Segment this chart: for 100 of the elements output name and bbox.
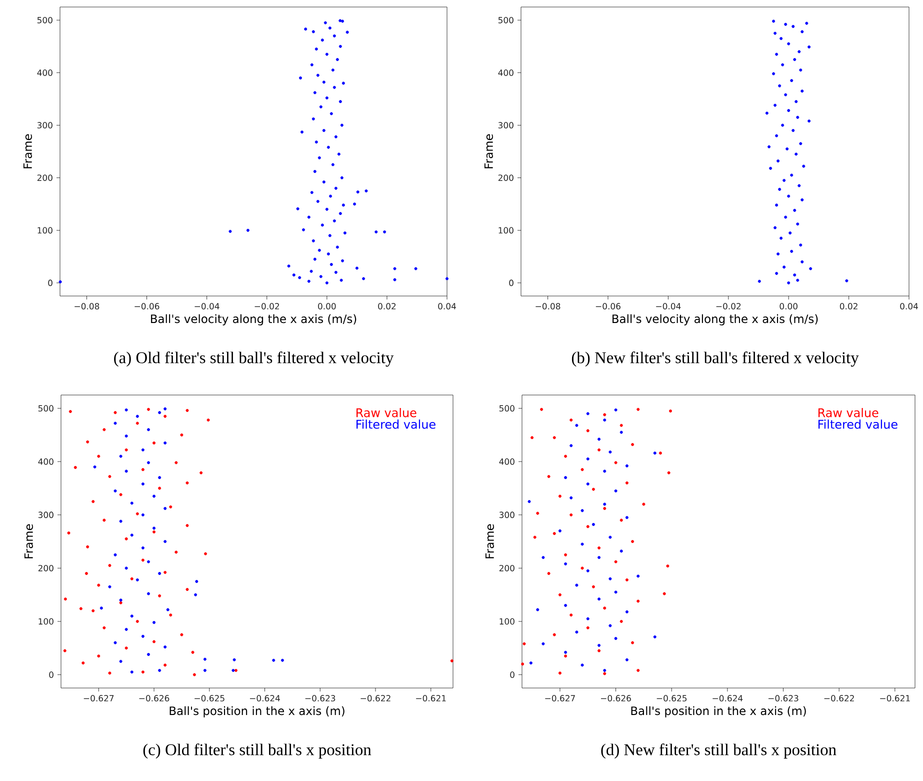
point	[608, 536, 612, 539]
x-tick-label: −0.623	[305, 695, 336, 702]
point	[158, 572, 162, 575]
x-tick-label: −0.04	[656, 303, 681, 310]
point	[158, 486, 162, 490]
point	[130, 534, 134, 537]
point	[141, 468, 144, 472]
point	[552, 436, 556, 440]
point	[636, 574, 640, 578]
point	[774, 104, 777, 107]
point	[102, 428, 106, 432]
point	[620, 424, 623, 427]
point	[529, 661, 532, 664]
point	[158, 411, 162, 414]
point	[614, 590, 618, 594]
x-axis-title: Ball's velocity along the x axis (m/s)	[151, 314, 356, 326]
point	[124, 408, 128, 412]
x-tick-label: −0.627	[84, 695, 114, 702]
point	[586, 482, 590, 486]
point	[608, 577, 612, 580]
point	[614, 636, 618, 640]
point	[119, 598, 122, 602]
point	[146, 408, 150, 411]
point	[625, 481, 628, 484]
x-tick-label: −0.06	[134, 303, 160, 310]
point	[790, 174, 794, 177]
point	[186, 524, 189, 528]
x-tick-label: 0.00	[780, 303, 798, 310]
point	[772, 20, 776, 23]
y-tick-label: 200	[498, 174, 514, 181]
point	[805, 22, 808, 25]
point	[586, 626, 590, 630]
point	[636, 408, 640, 411]
x-tick-label: −0.626	[601, 695, 631, 702]
point	[575, 424, 578, 427]
point	[620, 550, 623, 553]
point	[64, 598, 67, 601]
point	[136, 620, 139, 623]
point	[570, 513, 573, 516]
point	[158, 668, 162, 672]
y-tick-label: 200	[37, 174, 52, 181]
point	[580, 542, 584, 546]
point	[620, 518, 623, 522]
point	[564, 476, 568, 480]
point	[614, 408, 618, 412]
point	[164, 407, 167, 410]
point	[598, 649, 601, 652]
point	[536, 512, 540, 515]
y-tick-label: 100	[38, 227, 52, 234]
point	[86, 545, 90, 548]
point	[667, 471, 670, 474]
point	[552, 532, 556, 536]
point	[586, 457, 590, 460]
point	[802, 164, 806, 168]
point	[558, 529, 562, 532]
point	[169, 505, 172, 508]
point	[114, 553, 117, 556]
point	[108, 475, 112, 478]
point	[790, 79, 794, 82]
point	[114, 422, 117, 425]
x-tick-label: −0.624	[250, 695, 280, 702]
point	[547, 572, 550, 575]
point	[186, 588, 189, 591]
y-axis-title: Frame	[23, 134, 32, 168]
y-tick-label: 100	[38, 618, 54, 625]
point	[114, 411, 117, 414]
y-tick-label: 0	[509, 280, 514, 286]
point	[780, 37, 783, 40]
point	[575, 630, 578, 634]
point	[614, 560, 618, 564]
point	[146, 560, 150, 564]
point	[564, 604, 568, 607]
point	[631, 443, 634, 446]
point	[542, 556, 545, 559]
point	[598, 438, 601, 441]
x-tick-label: −0.02	[254, 303, 279, 310]
text: (d) New filter's still ball's x position	[601, 744, 836, 759]
point	[776, 252, 780, 256]
point	[631, 540, 634, 544]
point	[124, 470, 128, 473]
point	[580, 664, 584, 667]
point	[800, 30, 804, 34]
point	[84, 572, 88, 575]
point	[130, 577, 134, 580]
point	[124, 646, 128, 650]
x-axis-title: Ball's position in the x axis (m)	[631, 706, 806, 718]
x-tick-label: 0.04	[900, 303, 918, 310]
point	[793, 208, 796, 212]
point	[186, 481, 189, 484]
point	[191, 650, 194, 654]
point	[124, 537, 128, 540]
point	[772, 72, 776, 76]
point	[603, 668, 606, 672]
point	[119, 601, 122, 604]
point	[152, 441, 156, 444]
point	[206, 418, 210, 422]
point	[598, 556, 601, 559]
point	[586, 617, 590, 620]
point	[778, 84, 782, 88]
point	[787, 109, 790, 112]
